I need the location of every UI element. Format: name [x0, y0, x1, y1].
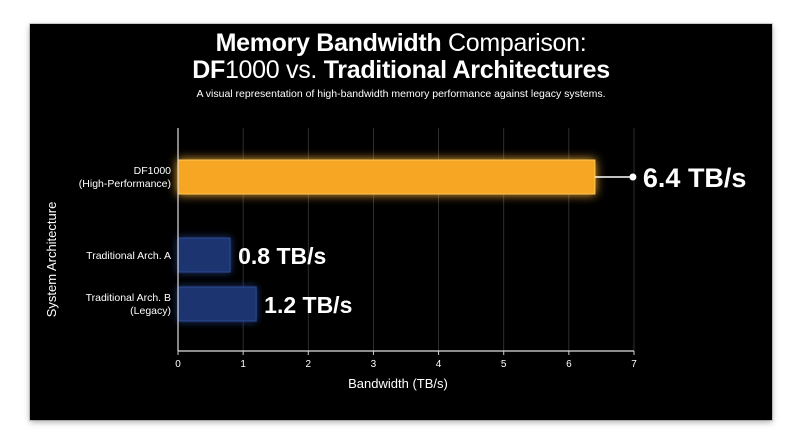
y-axis-title: System Architecture [44, 202, 59, 318]
x-tick-label: 5 [501, 359, 507, 370]
category-label: DF1000 [134, 165, 172, 177]
category-label-sub: (Legacy) [130, 305, 171, 317]
x-tick-label: 0 [175, 359, 181, 370]
chart-card [30, 24, 772, 420]
bar [177, 159, 596, 195]
x-tick-label: 6 [566, 359, 572, 370]
data-label: 0.8 TB/s [238, 243, 326, 269]
bar-chart: 0 1 2 3 4 5 6 7 Bandwidth (TB/s) System Architect… [44, 128, 747, 391]
bar [177, 237, 231, 273]
x-tick-label: 7 [631, 359, 637, 370]
chart-title: Memory Bandwidth Comparison: DF1000 vs. … [192, 29, 610, 84]
data-label: 1.2 TB/s [264, 292, 352, 318]
x-axis-title: Bandwidth (TB/s) [348, 376, 448, 391]
x-tick-label: 1 [240, 359, 246, 370]
x-tick-label: 4 [436, 359, 442, 370]
bar [177, 286, 257, 322]
value-leader-dot [629, 173, 637, 181]
chart-subtitle: A visual representation of high-bandwidt… [196, 88, 606, 100]
category-label: Traditional Arch. A [86, 250, 171, 262]
x-tick-label: 3 [371, 359, 377, 370]
category-label: Traditional Arch. B [86, 292, 171, 304]
x-tick-label: 2 [306, 359, 312, 370]
data-label: 6.4 TB/s [643, 163, 747, 193]
category-label-sub: (High-Performance) [79, 178, 171, 190]
